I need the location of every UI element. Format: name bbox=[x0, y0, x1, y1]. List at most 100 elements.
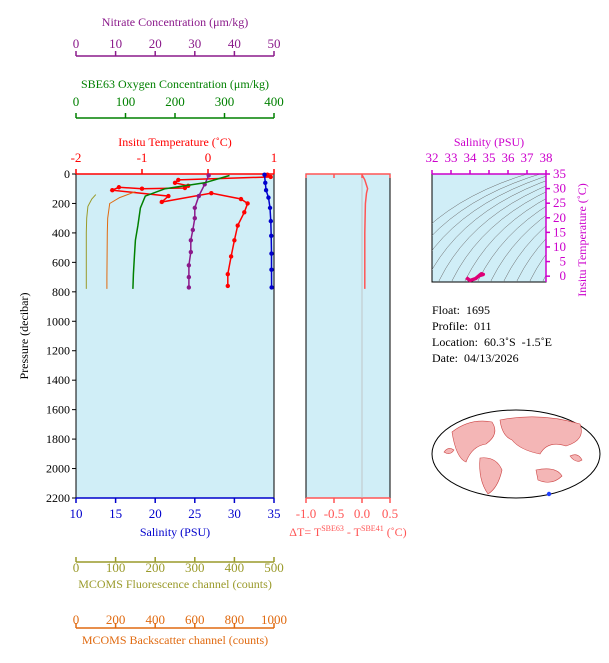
temperature-point bbox=[225, 283, 230, 289]
ts-salinity-tick-label: 37 bbox=[521, 150, 535, 165]
fluorescence-tick-label: 500 bbox=[264, 560, 284, 575]
ts-temp-tick-label: 10 bbox=[553, 239, 566, 254]
ts-salinity-tick-label: 34 bbox=[464, 150, 478, 165]
pressure-tick-label: 1200 bbox=[46, 344, 70, 358]
backscatter-tick-label: 200 bbox=[106, 612, 126, 627]
salinity-point bbox=[267, 205, 273, 211]
delta-t-series-line bbox=[361, 174, 369, 289]
nitrate-point bbox=[186, 274, 192, 280]
ts-salinity-tick-label: 36 bbox=[502, 150, 516, 165]
nitrate-point bbox=[192, 205, 197, 211]
fluorescence-tick-label: 0 bbox=[73, 560, 80, 575]
backscatter-tick-label: 0 bbox=[73, 612, 80, 627]
temperature-point bbox=[235, 223, 240, 228]
ts-salinity-tick-label: 38 bbox=[540, 150, 553, 165]
density-contour bbox=[432, 174, 528, 224]
temperature-point bbox=[232, 238, 237, 243]
nitrate-point bbox=[192, 215, 197, 221]
backscatter-axis-label: MCOMS Backscatter channel (counts) bbox=[82, 633, 268, 647]
pressure-tick-label: 2200 bbox=[46, 491, 70, 505]
oxygen-series-line bbox=[132, 174, 230, 289]
fluorescence-tick-label: 300 bbox=[185, 560, 205, 575]
temperature-point bbox=[209, 190, 214, 196]
float-location-marker bbox=[546, 491, 552, 497]
map-land bbox=[499, 416, 582, 455]
float-info: Float: 1695 bbox=[432, 303, 491, 317]
temperature-point bbox=[268, 174, 273, 180]
ts-salinity-tick-label: 33 bbox=[445, 150, 458, 165]
map-land bbox=[535, 468, 563, 483]
fluorescence-tick-label: 400 bbox=[225, 560, 245, 575]
density-contour bbox=[432, 174, 541, 236]
ts-salinity-tick-label: 32 bbox=[426, 150, 439, 165]
density-contour bbox=[542, 274, 546, 282]
salinity-point bbox=[269, 233, 274, 239]
oxygen-tick-label: 100 bbox=[116, 94, 136, 109]
density-contour bbox=[529, 254, 546, 282]
salinity-axis-label: Salinity (PSU) bbox=[140, 525, 210, 539]
temperature-tick-label: -2 bbox=[71, 150, 82, 165]
pressure-tick-label: 1400 bbox=[46, 373, 70, 387]
temperature-point bbox=[159, 199, 164, 205]
ts-temp-tick-label: 15 bbox=[553, 224, 566, 239]
salinity-series-line bbox=[263, 174, 273, 288]
backscatter-tick-label: 1000 bbox=[261, 612, 287, 627]
temperature-axis-label: Insitu Temperature (˚C) bbox=[118, 135, 232, 149]
salinity-tick-label: 20 bbox=[149, 506, 162, 521]
temperature-tick-label: 1 bbox=[271, 150, 278, 165]
salinity-tick-label: 35 bbox=[268, 506, 281, 521]
location-info: Location: 60.3˚S -1.5˚E bbox=[432, 335, 552, 349]
nitrate-tick-label: 50 bbox=[268, 36, 281, 51]
backscatter-tick-label: 800 bbox=[225, 612, 245, 627]
salinity-point bbox=[268, 218, 274, 224]
map-land bbox=[443, 448, 455, 454]
temperature-point bbox=[116, 185, 122, 190]
pressure-tick-label: 200 bbox=[52, 196, 70, 210]
map-land bbox=[479, 457, 503, 495]
temperature-point bbox=[228, 254, 234, 259]
density-contour bbox=[516, 238, 546, 282]
fluorescence-axis-label: MCOMS Fluorescence channel (counts) bbox=[78, 577, 272, 591]
delta-t-tick-label: 0.0 bbox=[354, 506, 370, 521]
pressure-tick-label: 1800 bbox=[46, 432, 70, 446]
temperature-point bbox=[139, 186, 145, 191]
nitrate-tick-label: 10 bbox=[109, 36, 122, 51]
pressure-axis-label: Pressure (decibar) bbox=[17, 293, 31, 380]
pressure-tick-label: 400 bbox=[52, 226, 70, 240]
salinity-tick-label: 15 bbox=[109, 506, 122, 521]
temperature-point bbox=[238, 196, 244, 202]
nitrate-tick-label: 40 bbox=[228, 36, 241, 51]
pressure-tick-label: 800 bbox=[52, 285, 70, 299]
ts-temp-tick-label: 30 bbox=[553, 181, 566, 196]
nitrate-axis-label: Nitrate Concentration (μm/kg) bbox=[102, 15, 248, 29]
oxygen-tick-label: 400 bbox=[264, 94, 284, 109]
nitrate-point bbox=[186, 263, 192, 268]
density-contour bbox=[438, 185, 546, 282]
backscatter-tick-label: 400 bbox=[145, 612, 165, 627]
oxygen-tick-label: 200 bbox=[165, 94, 185, 109]
salinity-tick-label: 10 bbox=[70, 506, 83, 521]
salinity-tick-label: 25 bbox=[188, 506, 201, 521]
ts-temp-tick-label: 20 bbox=[553, 210, 566, 225]
density-contours bbox=[432, 174, 546, 282]
map-land bbox=[569, 454, 583, 462]
map-land bbox=[451, 420, 496, 463]
temperature-tick-label: 0 bbox=[205, 150, 212, 165]
ts-temp-tick-label: 5 bbox=[560, 254, 567, 269]
pressure-tick-label: 2000 bbox=[46, 462, 70, 476]
density-contour bbox=[432, 180, 546, 271]
temperature-point bbox=[182, 185, 188, 191]
pressure-tick-label: 1000 bbox=[46, 314, 70, 328]
ts-temp-tick-label: 0 bbox=[560, 268, 567, 283]
temperature-point bbox=[245, 201, 250, 206]
salinity-point bbox=[269, 267, 274, 272]
ts-salinity-tick-label: 35 bbox=[483, 150, 496, 165]
temperature-point bbox=[166, 193, 171, 199]
nitrate-point bbox=[196, 193, 201, 199]
temperature-point bbox=[242, 210, 247, 215]
salinity-tick-label: 30 bbox=[228, 506, 241, 521]
delta-t-tick-label: 0.5 bbox=[382, 506, 398, 521]
ts-series-line bbox=[465, 272, 486, 283]
